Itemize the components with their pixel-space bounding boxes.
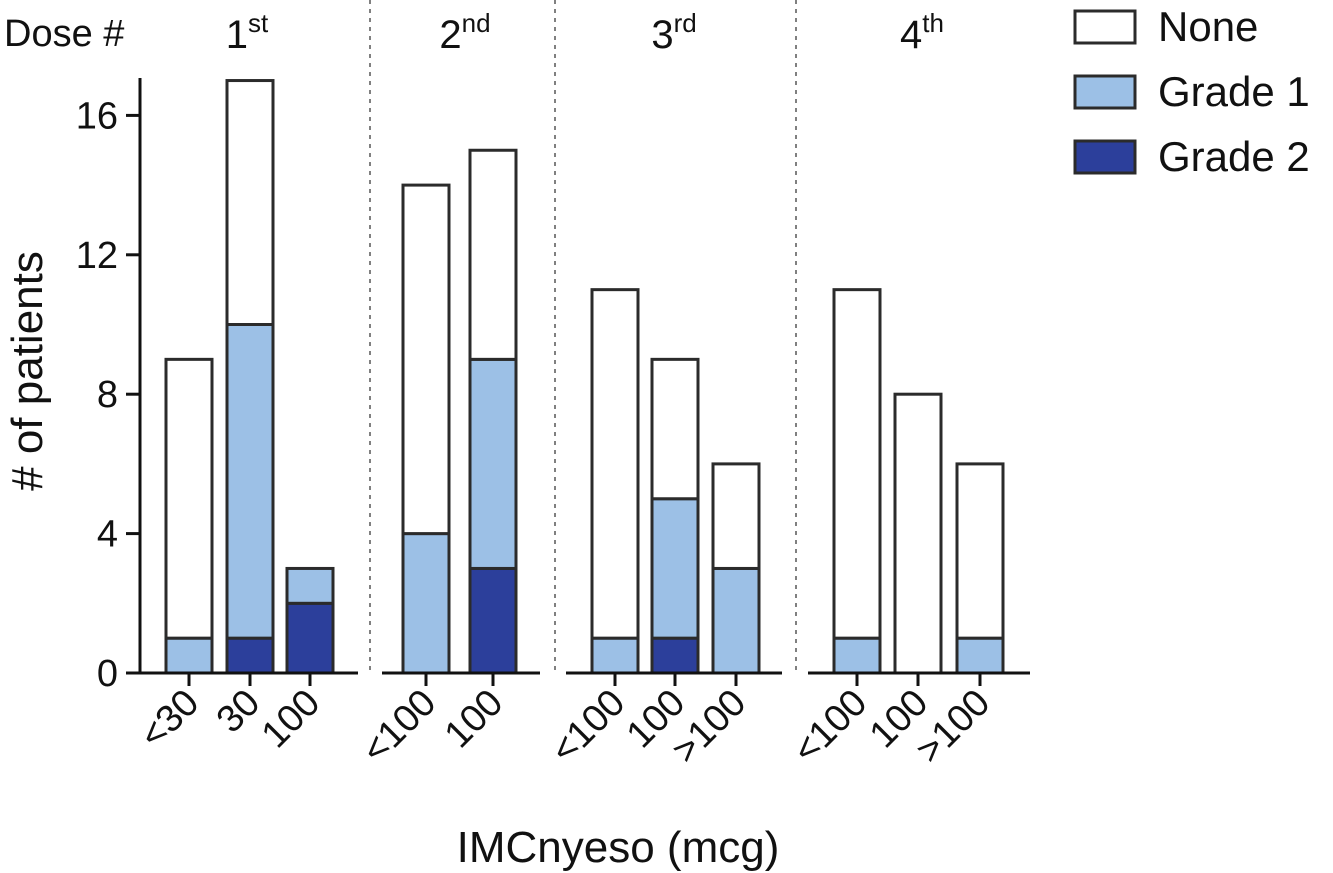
legend-swatch-none — [1073, 9, 1137, 45]
bar-segment-dose1-30-grade2 — [225, 636, 275, 675]
dose-header-2: 2nd — [439, 8, 490, 57]
y-tick-label-4: 4 — [97, 514, 118, 556]
bar-segment-dose1-<30-grade1 — [164, 636, 214, 675]
bar-segment-dose2-<100-none — [401, 183, 451, 536]
bar-segment-dose3-100-none — [650, 357, 700, 501]
bar-segment-dose4->100-grade1 — [955, 636, 1005, 675]
bar-segment-dose3-<100-grade1 — [590, 636, 640, 675]
bar-segment-dose1-30-none — [225, 79, 275, 326]
y-tick-label-8: 8 — [97, 374, 118, 416]
bar-segment-dose4-<100-none — [832, 288, 882, 640]
bar-segment-dose1-<30-none — [164, 357, 214, 640]
bars-layer — [164, 79, 1005, 675]
legend-label-grade-1: Grade 1 — [1158, 68, 1310, 115]
y-tick-label-16: 16 — [76, 95, 118, 137]
x-axis-title: IMCnyeso (mcg) — [457, 823, 780, 872]
dose-headers-layer: 1st 2nd 3rd 4th — [226, 8, 944, 57]
dose-header-3: 3rd — [651, 8, 696, 57]
bar-segment-dose3-100-grade1 — [650, 497, 700, 640]
legend-label-grade-2: Grade 2 — [1158, 133, 1310, 180]
bar-segment-dose2-100-grade2 — [468, 566, 518, 675]
bar-segment-dose2-100-grade1 — [468, 357, 518, 570]
x-tick-label-dose2-100: 100 — [437, 682, 512, 757]
bar-segment-dose2-100-none — [468, 148, 518, 361]
bar-segment-dose3-100-grade2 — [650, 636, 700, 675]
group-separators — [369, 0, 797, 673]
bar-segment-dose1-30-grade1 — [225, 323, 275, 640]
legend-label-none: None — [1158, 3, 1258, 50]
y-tick-label-0: 0 — [97, 653, 118, 695]
bar-segment-dose4-<100-grade1 — [832, 636, 882, 675]
bar-segment-dose4-100-none — [893, 392, 943, 675]
bar-segment-dose4->100-none — [955, 462, 1005, 640]
legend-swatch-grade-2 — [1073, 139, 1137, 175]
bar-segment-dose3->100-grade1 — [711, 566, 761, 675]
y-tick-label-12: 12 — [76, 235, 118, 277]
bar-segment-dose1-100-grade2 — [285, 601, 335, 675]
x-tick-label-dose1-100: 100 — [254, 682, 329, 757]
bar-segment-dose3->100-none — [711, 462, 761, 570]
y-axis-title: # of patients — [3, 251, 52, 491]
dose-header-1: 1st — [226, 8, 269, 57]
bar-segment-dose2-<100-grade1 — [401, 532, 451, 675]
x-tick-label-dose2-<100: <100 — [354, 682, 444, 772]
y-ticks-layer: 0 4 8 12 16 — [76, 95, 140, 695]
dose-header-4: 4th — [900, 8, 944, 57]
x-tick-label-dose1-<30: <30 — [132, 682, 207, 757]
bar-segment-dose1-100-grade1 — [285, 566, 335, 605]
x-tick-label-dose4->100: >100 — [908, 682, 998, 772]
bar-segment-dose3-<100-none — [590, 288, 640, 640]
legend: None Grade 1 Grade 2 — [1073, 3, 1310, 180]
legend-swatch-grade-1 — [1073, 74, 1137, 110]
dose-label: Dose # — [4, 13, 124, 55]
